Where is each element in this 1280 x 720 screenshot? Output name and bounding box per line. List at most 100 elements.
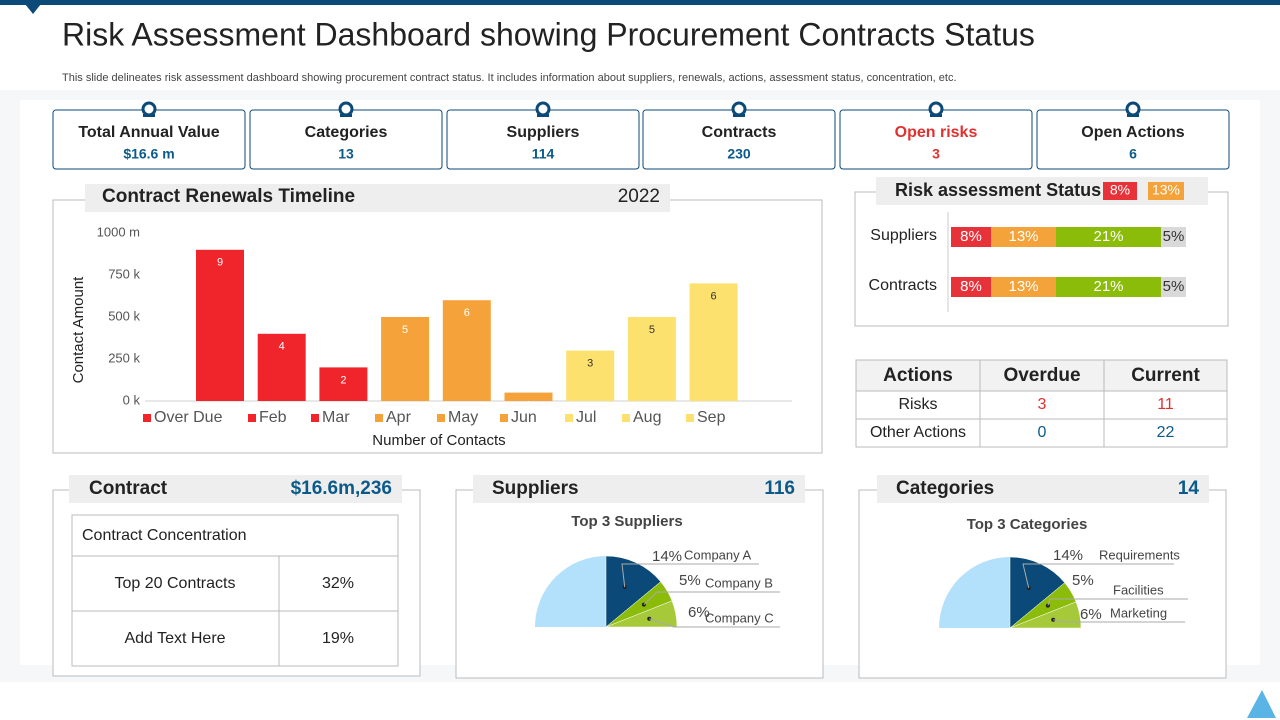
leader-line: [1022, 563, 1174, 589]
panel-value: 14: [1178, 478, 1200, 499]
bar-segment: [951, 277, 991, 297]
bar: [257, 333, 306, 401]
bar: [689, 283, 738, 401]
kpi-label: Suppliers: [507, 124, 580, 141]
legend-swatch: [565, 414, 573, 422]
legend-label: Mar: [322, 409, 350, 426]
y-axis-label: Contact Amount: [70, 276, 87, 384]
kpi-icon-base: [143, 114, 155, 117]
legend-chip: [1148, 182, 1184, 200]
panel-header: [69, 475, 402, 503]
y-tick-label: 500 k: [108, 308, 140, 323]
bar-count-label: 6: [464, 307, 470, 319]
page-subtitle: This slide delineates risk assessment da…: [62, 72, 957, 84]
legend-label: Apr: [386, 409, 412, 426]
row-label: Contracts: [869, 277, 937, 294]
bar: [196, 249, 244, 401]
bar-count-label: 5: [649, 324, 655, 336]
bar-segment: [1161, 227, 1186, 247]
table-cell: Other Actions: [870, 424, 966, 441]
kpi-icon: [338, 101, 354, 117]
bar-segment: [1161, 277, 1186, 297]
y-tick-label: 0 k: [123, 392, 141, 407]
kpi-value: 3: [932, 146, 940, 162]
pie-subtitle: Top 3 Categories: [967, 516, 1088, 533]
top-bar: [0, 0, 1280, 5]
panel-title: Categories: [896, 478, 994, 499]
table-header: Overdue: [1003, 365, 1080, 386]
legend-label: May: [448, 409, 478, 426]
slice-label: 14%: [1053, 547, 1083, 564]
row-label: Suppliers: [870, 227, 937, 244]
panel-value: 116: [764, 478, 795, 499]
kpi-value: 114: [532, 146, 555, 162]
table-border: [855, 359, 1228, 448]
leader-line: [649, 618, 780, 628]
legend-label: Feb: [259, 409, 287, 426]
kpi-label: Open risks: [895, 124, 978, 141]
slice-name: Marketing: [1110, 605, 1167, 620]
panel-year: 2022: [618, 186, 660, 207]
table-cell: 3: [1038, 396, 1047, 413]
segment-label: 8%: [960, 278, 982, 295]
legend-chip: [1103, 182, 1137, 200]
bar-segment: [1056, 277, 1161, 297]
bar-count-label: 9: [217, 257, 223, 269]
slice-name: Company A: [684, 547, 752, 562]
bar-count-label: 2: [340, 374, 346, 386]
pie-subtitle: Top 3 Suppliers: [571, 513, 682, 530]
table-cell: 19%: [322, 630, 354, 647]
segment-label: 21%: [1093, 228, 1123, 245]
kpi-value: 230: [727, 146, 751, 162]
kpi-icon: [731, 101, 747, 117]
bar-count-label: 4: [279, 341, 285, 353]
legend-swatch: [437, 414, 445, 422]
panel-header: [877, 475, 1209, 503]
kpi-label: Total Annual Value: [78, 124, 219, 141]
bar-count-label: 1: [525, 400, 531, 412]
legend-label: Jun: [511, 409, 537, 426]
segment-label: 5%: [1163, 278, 1185, 295]
bar: [627, 317, 676, 401]
segment-label: 21%: [1093, 278, 1123, 295]
bar: [381, 317, 430, 401]
y-tick-label: 250 k: [108, 350, 140, 365]
kpi-value: 6: [1129, 146, 1137, 162]
leader-line: [1047, 598, 1188, 606]
table-cell: Risks: [898, 396, 937, 413]
kpi-icon-base: [733, 114, 745, 117]
table-cell: 0: [1038, 424, 1047, 441]
legend-swatch: [686, 414, 694, 422]
bar-segment: [1056, 227, 1161, 247]
x-axis-label: Number of Contacts: [372, 432, 505, 449]
panel-header: [85, 184, 670, 212]
legend-swatch: [375, 414, 383, 422]
legend-chip-label: 8%: [1110, 182, 1130, 198]
bar-segment: [991, 227, 1056, 247]
legend-label: Aug: [633, 409, 661, 426]
kpi-icon: [928, 101, 944, 117]
panel-value: $16.6m,236: [291, 478, 392, 499]
pie-backdrop: [535, 556, 606, 627]
slice-label: 5%: [679, 572, 701, 589]
leader-line: [621, 563, 759, 588]
slice-label: 6%: [1080, 606, 1102, 623]
segment-label: 13%: [1008, 278, 1038, 295]
kpi-value: $16.6 m: [123, 146, 174, 162]
table-cell: 32%: [322, 575, 354, 592]
corner-marker: [1247, 690, 1276, 718]
pie-backdrop: [939, 557, 1010, 628]
legend-swatch: [143, 414, 151, 422]
y-tick-label: 1000 m: [97, 224, 140, 239]
kpi-icon-base: [340, 114, 352, 117]
slice-name: Facilities: [1113, 582, 1164, 597]
bar-segment: [951, 227, 991, 247]
panel-title: Suppliers: [492, 478, 579, 499]
panel-title: Contract Renewals Timeline: [102, 186, 355, 207]
slice-label: 6%: [688, 604, 710, 621]
legend-label: Over Due: [154, 409, 223, 426]
segment-label: 8%: [960, 228, 982, 245]
kpi-icon-base: [537, 114, 549, 117]
bar-count-label: 6: [711, 290, 717, 302]
